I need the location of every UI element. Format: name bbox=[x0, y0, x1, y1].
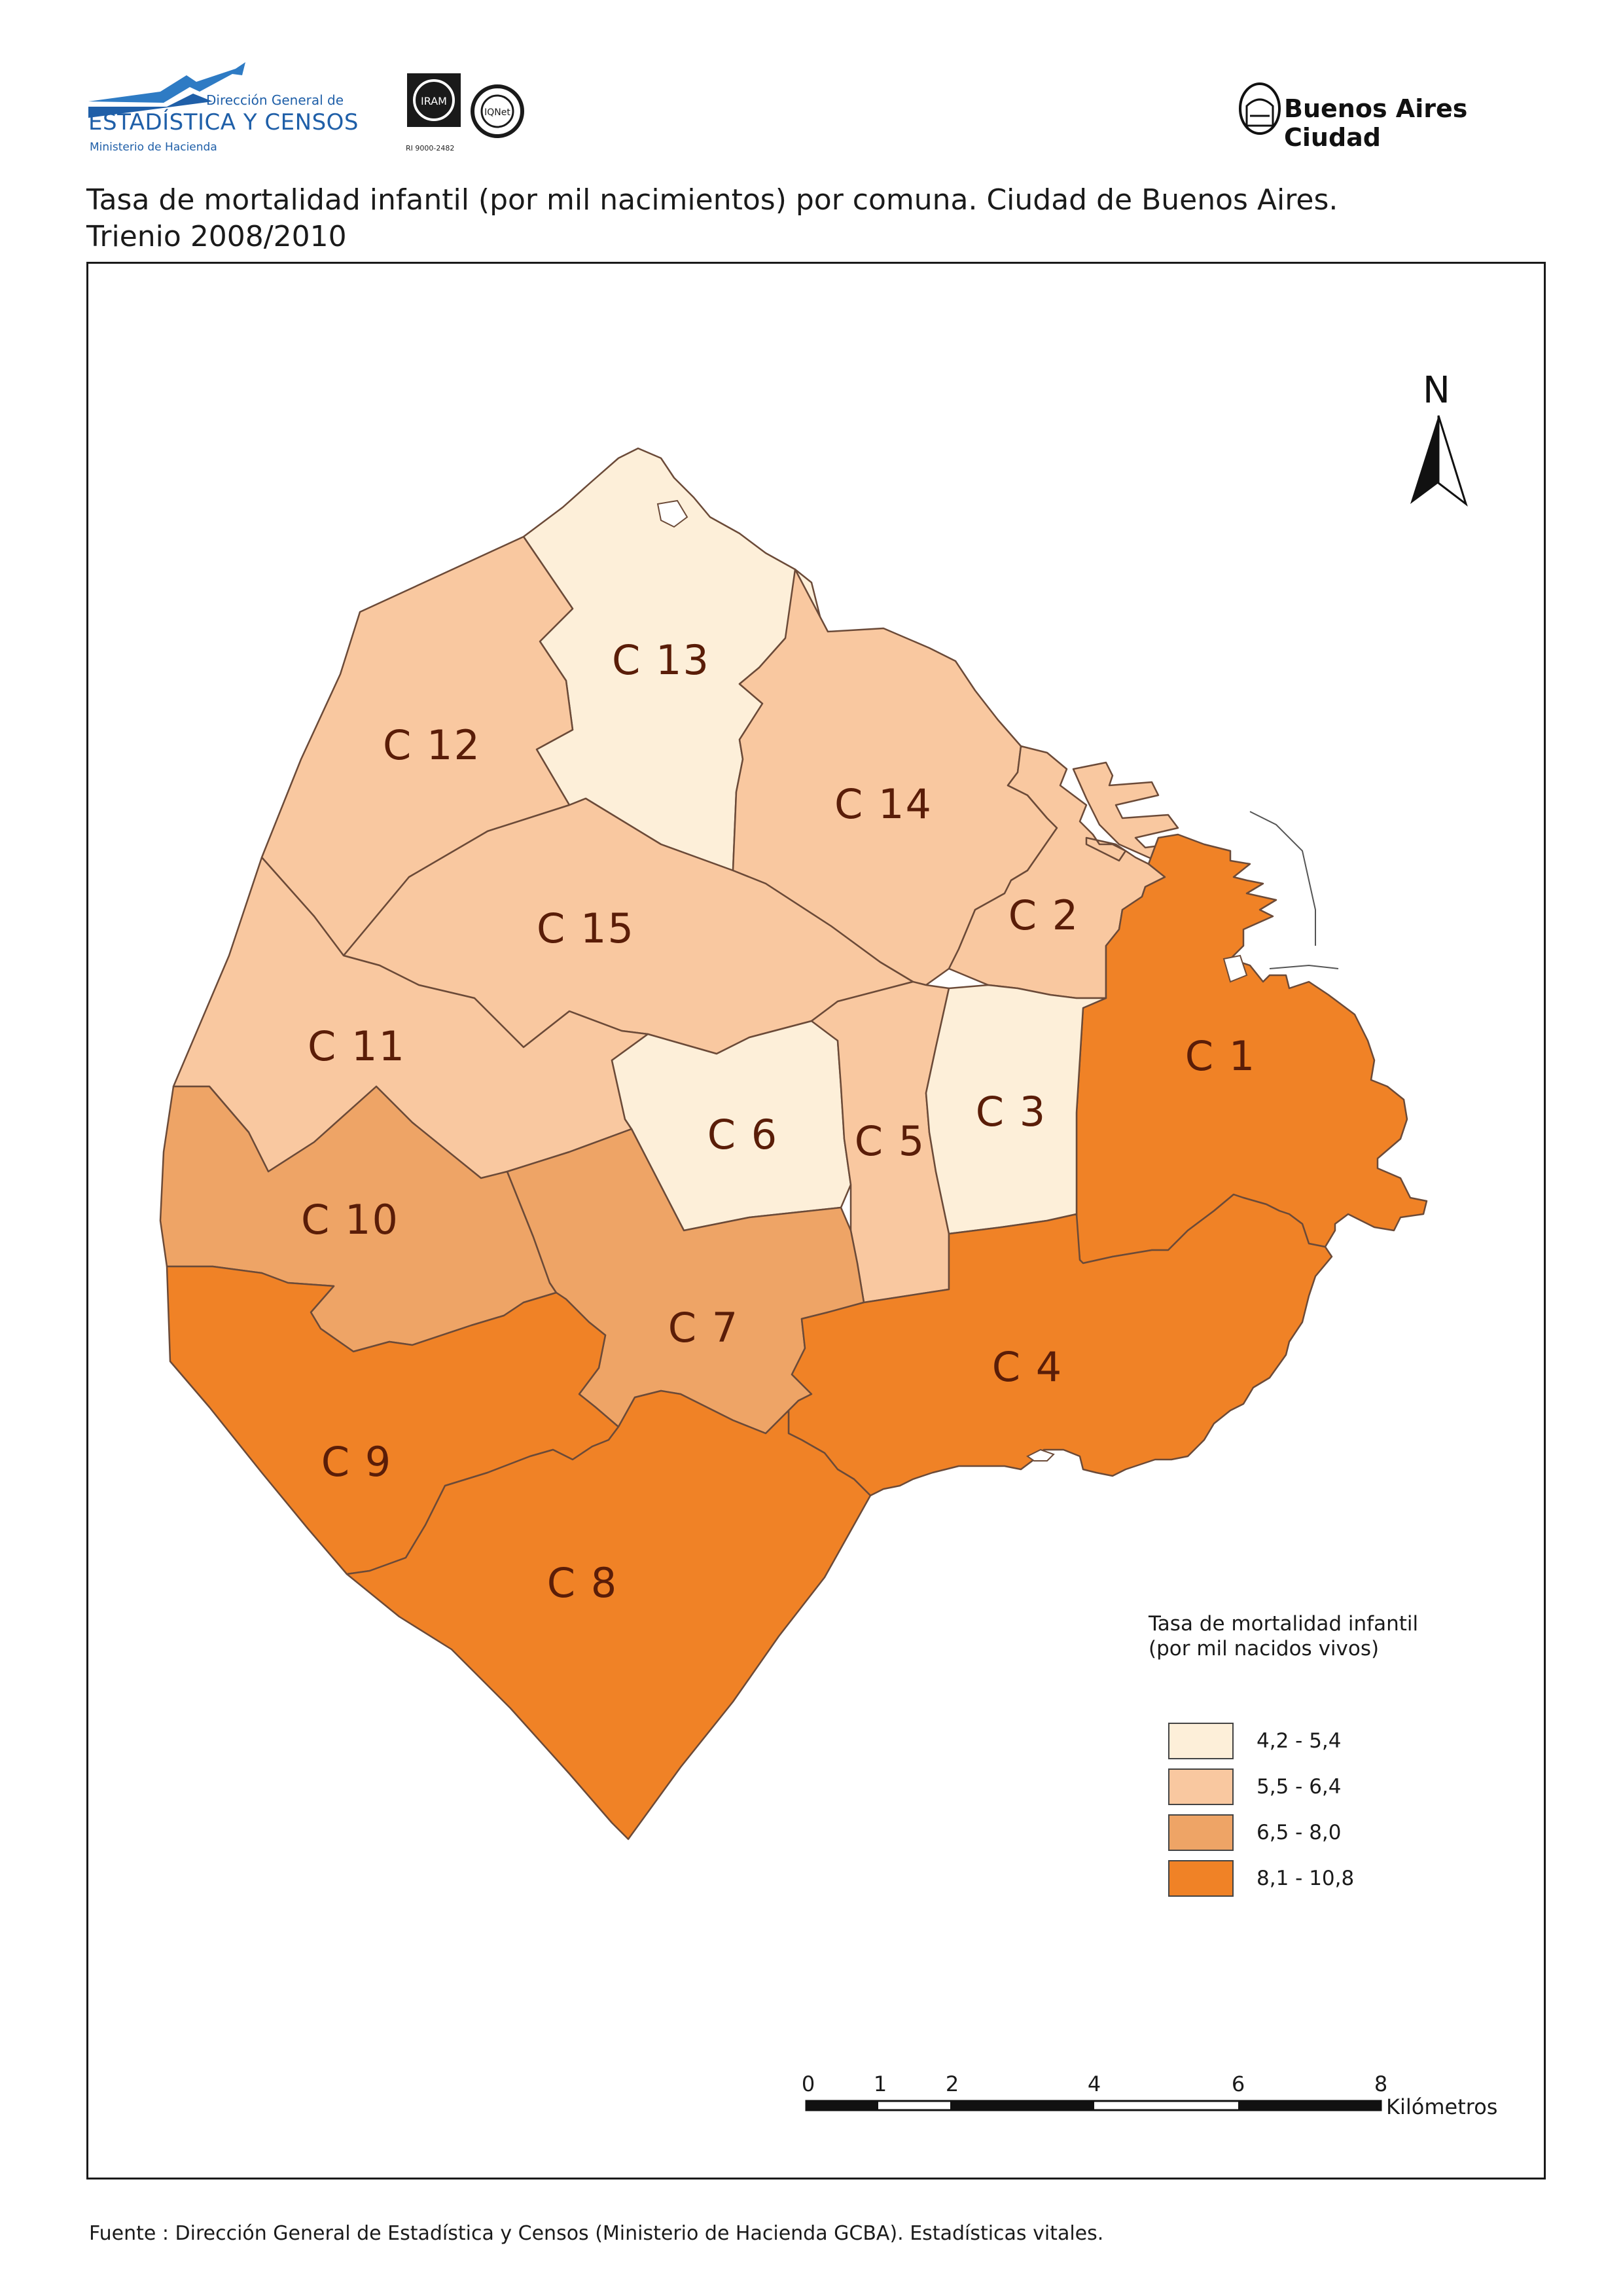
scale-tick-8: 8 bbox=[1374, 2072, 1387, 2096]
comuna-c8 bbox=[346, 1390, 872, 1840]
scale-tick-6: 6 bbox=[1232, 2072, 1245, 2096]
label-c7: C 7 bbox=[668, 1304, 739, 1352]
north-arrow-right-icon bbox=[1437, 415, 1468, 507]
legend-title-line2: (por mil nacidos vivos) bbox=[1149, 1637, 1380, 1660]
legend-swatch bbox=[1168, 1723, 1234, 1759]
label-c5: C 5 bbox=[855, 1117, 925, 1165]
certification-logos: IRAM IQNet RI 9000-2482 bbox=[406, 72, 537, 157]
label-c10: C 10 bbox=[301, 1196, 399, 1244]
scale-tick-2: 2 bbox=[946, 2072, 959, 2096]
org-line3: Ministerio de Hacienda bbox=[90, 141, 217, 154]
svg-text:IQNet: IQNet bbox=[484, 107, 510, 118]
legend-label: 8,1 - 10,8 bbox=[1257, 1867, 1355, 1890]
port-line-2 bbox=[1269, 964, 1339, 969]
city-emblem-icon bbox=[1239, 82, 1281, 135]
buenos-aires-city-logo: Buenos Aires Ciudad bbox=[1237, 80, 1564, 152]
dock-north bbox=[1222, 954, 1248, 983]
label-c12: C 12 bbox=[383, 721, 481, 769]
map-title: Tasa de mortalidad infantil (por mil nac… bbox=[86, 182, 1526, 255]
label-c9: C 9 bbox=[321, 1438, 392, 1486]
estadistica-censos-logo: Dirección General de ESTADÍSTICA Y CENSO… bbox=[82, 56, 389, 167]
source-text: Dirección General de Estadística y Censo… bbox=[175, 2222, 1104, 2245]
cert-code: RI 9000-2482 bbox=[406, 144, 455, 152]
label-c1: C 1 bbox=[1185, 1032, 1256, 1080]
north-label: N bbox=[1423, 369, 1450, 412]
label-c4: C 4 bbox=[992, 1343, 1063, 1391]
logo-arrow-icon bbox=[88, 62, 245, 118]
legend-swatch bbox=[1168, 1814, 1234, 1851]
scale-bar: 0 1 2 4 6 8 Kilómetros bbox=[802, 2072, 1498, 2119]
lakes-layer bbox=[656, 499, 1248, 1462]
scale-seg-0-1 bbox=[806, 2101, 878, 2110]
scale-tick-0: 0 bbox=[802, 2072, 815, 2096]
scale-tick-4: 4 bbox=[1088, 2072, 1101, 2096]
legend-swatch bbox=[1168, 1768, 1234, 1805]
legend-swatch bbox=[1168, 1860, 1234, 1897]
org-line2: ESTADÍSTICA Y CENSOS bbox=[88, 109, 359, 135]
city-name: Buenos Aires Ciudad bbox=[1284, 94, 1468, 152]
port-line-1 bbox=[1249, 811, 1316, 946]
comuna-labels: C 1 C 2 C 3 C 4 C 5 C 6 C 7 C 8 C 9 C 10… bbox=[301, 636, 1256, 1607]
label-c3: C 3 bbox=[976, 1088, 1046, 1136]
north-arrow: N bbox=[1410, 369, 1468, 507]
legend-title-line1: Tasa de mortalidad infantil bbox=[1149, 1612, 1419, 1636]
legend-label: 4,2 - 5,4 bbox=[1257, 1729, 1342, 1753]
source-prefix: Fuente : bbox=[89, 2222, 169, 2245]
label-c11: C 11 bbox=[308, 1022, 406, 1070]
north-arrow-left-icon bbox=[1410, 416, 1438, 504]
legend-label: 5,5 - 6,4 bbox=[1257, 1775, 1342, 1799]
map-legend: Tasa de mortalidad infantil (por mil nac… bbox=[1149, 1611, 1515, 1912]
scale-tick-1: 1 bbox=[874, 2072, 887, 2096]
org-line1: Dirección General de bbox=[206, 92, 344, 108]
comunas-layer bbox=[159, 447, 1428, 1840]
label-c8: C 8 bbox=[547, 1559, 618, 1607]
iram-seal-icon: IRAM IQNet bbox=[407, 73, 524, 138]
label-c13: C 13 bbox=[612, 636, 710, 684]
label-c15: C 15 bbox=[537, 905, 635, 952]
comuna-c3 bbox=[925, 984, 1107, 1235]
svg-text:IRAM: IRAM bbox=[421, 95, 447, 107]
scale-unit: Kilómetros bbox=[1386, 2094, 1497, 2119]
source-note: Fuente : Dirección General de Estadístic… bbox=[89, 2222, 1529, 2245]
lake-palermo bbox=[656, 499, 688, 528]
title-line2: Trienio 2008/2010 bbox=[86, 220, 347, 253]
label-c14: C 14 bbox=[834, 780, 933, 828]
label-c6: C 6 bbox=[707, 1111, 778, 1158]
scale-seg-2-4 bbox=[950, 2101, 1094, 2110]
scale-seg-6-8 bbox=[1238, 2101, 1381, 2110]
title-line1: Tasa de mortalidad infantil (por mil nac… bbox=[86, 183, 1338, 217]
label-c2: C 2 bbox=[1008, 891, 1079, 939]
lake-c4 bbox=[1026, 1448, 1055, 1462]
legend-label: 6,5 - 8,0 bbox=[1257, 1821, 1342, 1844]
port-lines bbox=[1249, 811, 1339, 969]
map-frame bbox=[86, 262, 1546, 2179]
comuna-c2-coast bbox=[1072, 761, 1202, 865]
